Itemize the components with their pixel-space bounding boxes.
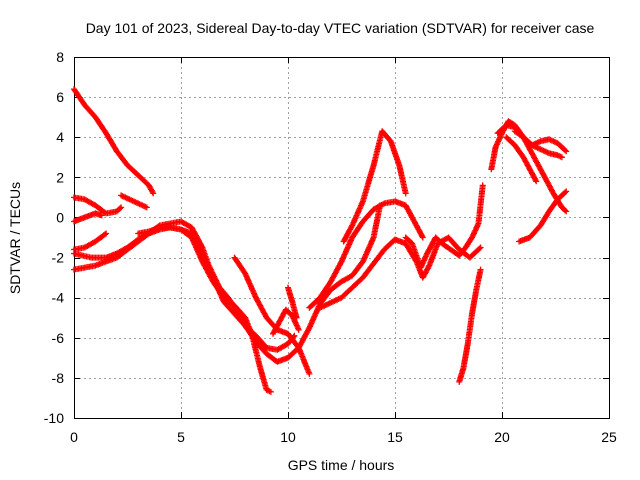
data-point	[477, 244, 484, 251]
series-track-19	[511, 128, 570, 155]
x-tick-label: 5	[177, 429, 185, 445]
y-tick-label: 4	[56, 129, 64, 145]
data-point	[562, 207, 569, 214]
series-track-3	[71, 210, 105, 225]
x-tick-label: 10	[280, 429, 296, 445]
series-track-20	[503, 134, 540, 185]
data-point	[293, 314, 300, 321]
series-track-4	[71, 230, 110, 253]
data-point	[563, 188, 570, 195]
y-tick-label: -10	[44, 410, 64, 426]
data-point	[532, 177, 539, 183]
tick-labels: 0 5 10 15 20 25 -10 -8 -6 -4 -2 0 2 4 6 8	[44, 49, 617, 445]
data-point	[425, 263, 432, 270]
data-point	[118, 204, 125, 211]
y-tick-label: -4	[52, 290, 65, 306]
y-tick-label: -6	[52, 330, 65, 346]
axis-ticks	[74, 57, 610, 419]
x-tick-label: 25	[601, 429, 617, 445]
series-track-5	[118, 192, 150, 211]
y-axis-label: SDTVAR / TECUs	[7, 182, 23, 294]
x-axis-label: GPS time / hours	[288, 457, 395, 473]
data-point	[150, 190, 157, 197]
series-track-1	[71, 86, 157, 197]
series-track-9	[231, 254, 313, 377]
data-point	[103, 230, 110, 237]
data-point	[295, 326, 302, 333]
data-point	[562, 147, 569, 154]
x-tick-label: 20	[494, 429, 510, 445]
data-point	[563, 148, 570, 155]
series-track-13	[306, 198, 426, 311]
x-tick-label: 0	[70, 429, 78, 445]
series-track-6	[71, 202, 383, 365]
plot-frame	[74, 57, 610, 419]
data-point	[198, 249, 205, 256]
y-tick-label: 8	[56, 49, 64, 65]
series-track-7	[71, 224, 274, 395]
data-point	[306, 370, 313, 377]
chart-title: Day 101 of 2023, Sidereal Day-to-day VTE…	[86, 20, 595, 36]
data-point	[562, 189, 569, 196]
data-point	[380, 201, 386, 208]
data-point	[267, 388, 274, 395]
series-track-10	[270, 306, 302, 337]
data-point	[98, 212, 105, 219]
series-track-11	[285, 284, 300, 321]
data-point	[563, 208, 570, 215]
y-tick-label: -8	[52, 370, 65, 386]
series-track-2	[71, 194, 125, 217]
data-point	[101, 231, 108, 238]
y-tick-label: 2	[56, 169, 64, 185]
data-series	[71, 86, 570, 395]
series-track-16	[456, 266, 484, 385]
data-point	[476, 245, 483, 252]
series-track-14	[317, 234, 484, 311]
data-point	[419, 234, 426, 241]
data-point	[419, 233, 426, 240]
data-point	[305, 326, 312, 333]
data-point	[337, 259, 344, 266]
data-point	[477, 266, 484, 273]
series-track-21	[516, 188, 570, 245]
data-point	[143, 204, 150, 211]
y-tick-label: -2	[52, 250, 65, 266]
series-track-12	[340, 128, 409, 245]
data-point	[402, 190, 409, 197]
data-point	[479, 182, 486, 189]
data-point	[558, 154, 565, 161]
data-point	[533, 178, 540, 185]
series-track-15	[402, 182, 486, 271]
x-tick-label: 15	[387, 429, 403, 445]
y-tick-label: 0	[56, 209, 64, 225]
series-track-8	[135, 224, 298, 353]
data-point	[348, 223, 355, 230]
y-tick-label: 6	[56, 89, 64, 105]
data-point	[117, 205, 123, 212]
